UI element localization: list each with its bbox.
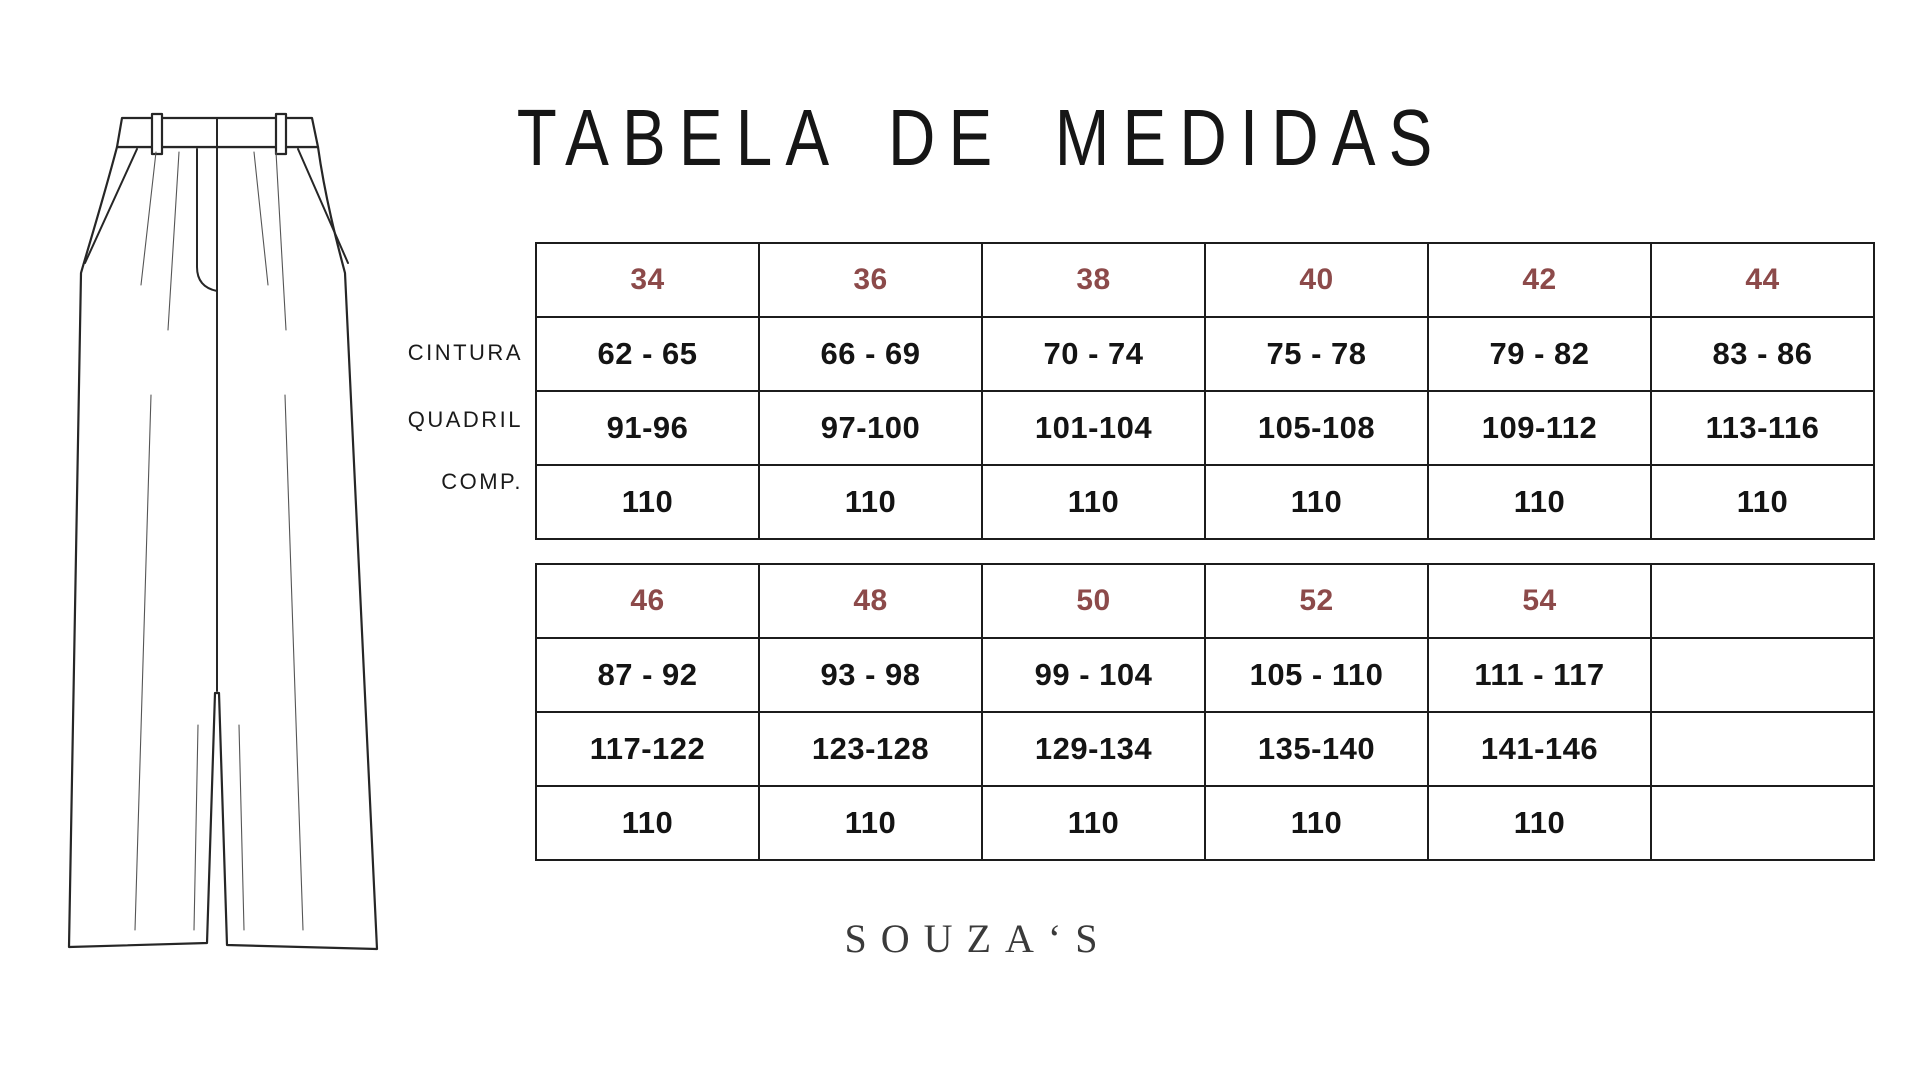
- row-label-quadril: QUADRIL: [407, 407, 523, 432]
- size-table-primary: 34 36 38 40 42 44 62 - 65 66 - 69 70 - 7…: [535, 242, 1875, 540]
- row-label-cintura: CINTURA: [407, 340, 523, 365]
- size-header-cell: 50: [981, 563, 1206, 639]
- measurement-cell: 105 - 110: [1204, 637, 1429, 713]
- table-row-cintura: 87 - 92 93 - 98 99 - 104 105 - 110 111 -…: [535, 637, 1875, 713]
- belt-loop-right: [274, 112, 288, 156]
- measurement-cell: 110: [981, 464, 1206, 540]
- size-header-cell: 36: [758, 242, 983, 318]
- size-header-cell: 44: [1650, 242, 1875, 318]
- measurement-cell: 110: [758, 464, 983, 540]
- table-row-comp: 110 110 110 110 110: [535, 785, 1875, 861]
- size-table-extended: 46 48 50 52 54 87 - 92 93 - 98 99 - 104 …: [535, 563, 1875, 861]
- row-label-comp: COMP.: [441, 469, 523, 494]
- size-header-cell: 34: [535, 242, 760, 318]
- measurement-cell: 110: [1204, 785, 1429, 861]
- measurement-cell: 110: [1204, 464, 1429, 540]
- measurement-cell: 75 - 78: [1204, 316, 1429, 392]
- size-header-cell: 40: [1204, 242, 1429, 318]
- measurement-cell: 135-140: [1204, 711, 1429, 787]
- table-row-sizes: 34 36 38 40 42 44: [535, 242, 1875, 318]
- measurement-cell: 97-100: [758, 390, 983, 466]
- size-header-cell: [1650, 563, 1875, 639]
- brand-logo-text: SOUZA‘S: [844, 916, 1112, 961]
- measurement-cell: 93 - 98: [758, 637, 983, 713]
- pleat-lines: [140, 151, 287, 331]
- measurement-cell: 79 - 82: [1427, 316, 1652, 392]
- leg-crease-lines: [134, 394, 304, 931]
- size-header-cell: 54: [1427, 563, 1652, 639]
- trousers-illustration: [67, 112, 379, 951]
- pocket-slant-right: [297, 148, 349, 264]
- measurement-cell: 66 - 69: [758, 316, 983, 392]
- measurement-cell: 111 - 117: [1427, 637, 1652, 713]
- fly-stitch: [196, 148, 218, 292]
- measurement-cell: 91-96: [535, 390, 760, 466]
- size-header-cell: 52: [1204, 563, 1429, 639]
- table-row-cintura: 62 - 65 66 - 69 70 - 74 75 - 78 79 - 82 …: [535, 316, 1875, 392]
- measurement-cell: 110: [535, 785, 760, 861]
- measurement-cell: [1650, 785, 1875, 861]
- measurement-cell: 110: [1427, 464, 1652, 540]
- measurement-cell: 113-116: [1650, 390, 1875, 466]
- measurement-cell: 87 - 92: [535, 637, 760, 713]
- size-header-cell: 42: [1427, 242, 1652, 318]
- size-header-cell: 46: [535, 563, 760, 639]
- measurement-cell: 62 - 65: [535, 316, 760, 392]
- measurement-cell: 99 - 104: [981, 637, 1206, 713]
- size-header-cell: 38: [981, 242, 1206, 318]
- measurement-cell: 110: [1427, 785, 1652, 861]
- measurement-cell: [1650, 711, 1875, 787]
- measurement-cell: [1650, 637, 1875, 713]
- table-row-comp: 110 110 110 110 110 110: [535, 464, 1875, 540]
- size-header-cell: 48: [758, 563, 983, 639]
- measurement-cell: 110: [535, 464, 760, 540]
- measurement-cell: 83 - 86: [1650, 316, 1875, 392]
- table-row-sizes: 46 48 50 52 54: [535, 563, 1875, 639]
- measurement-cell: 129-134: [981, 711, 1206, 787]
- measurement-cell: 141-146: [1427, 711, 1652, 787]
- measurement-cell: 101-104: [981, 390, 1206, 466]
- measurement-cell: 110: [758, 785, 983, 861]
- pocket-slant-left: [84, 148, 138, 264]
- page-title: TABELA DE MEDIDAS: [516, 93, 1446, 182]
- measurement-cell: 109-112: [1427, 390, 1652, 466]
- measurement-cell: 110: [981, 785, 1206, 861]
- measurement-cell: 105-108: [1204, 390, 1429, 466]
- belt-loop-left: [150, 112, 164, 156]
- measurement-cell: 123-128: [758, 711, 983, 787]
- measurement-cell: 117-122: [535, 711, 760, 787]
- table-row-quadril: 117-122 123-128 129-134 135-140 141-146: [535, 711, 1875, 787]
- pants-body-outline: [67, 145, 379, 951]
- measurement-cell: 70 - 74: [981, 316, 1206, 392]
- measurement-cell: 110: [1650, 464, 1875, 540]
- table-row-quadril: 91-96 97-100 101-104 105-108 109-112 113…: [535, 390, 1875, 466]
